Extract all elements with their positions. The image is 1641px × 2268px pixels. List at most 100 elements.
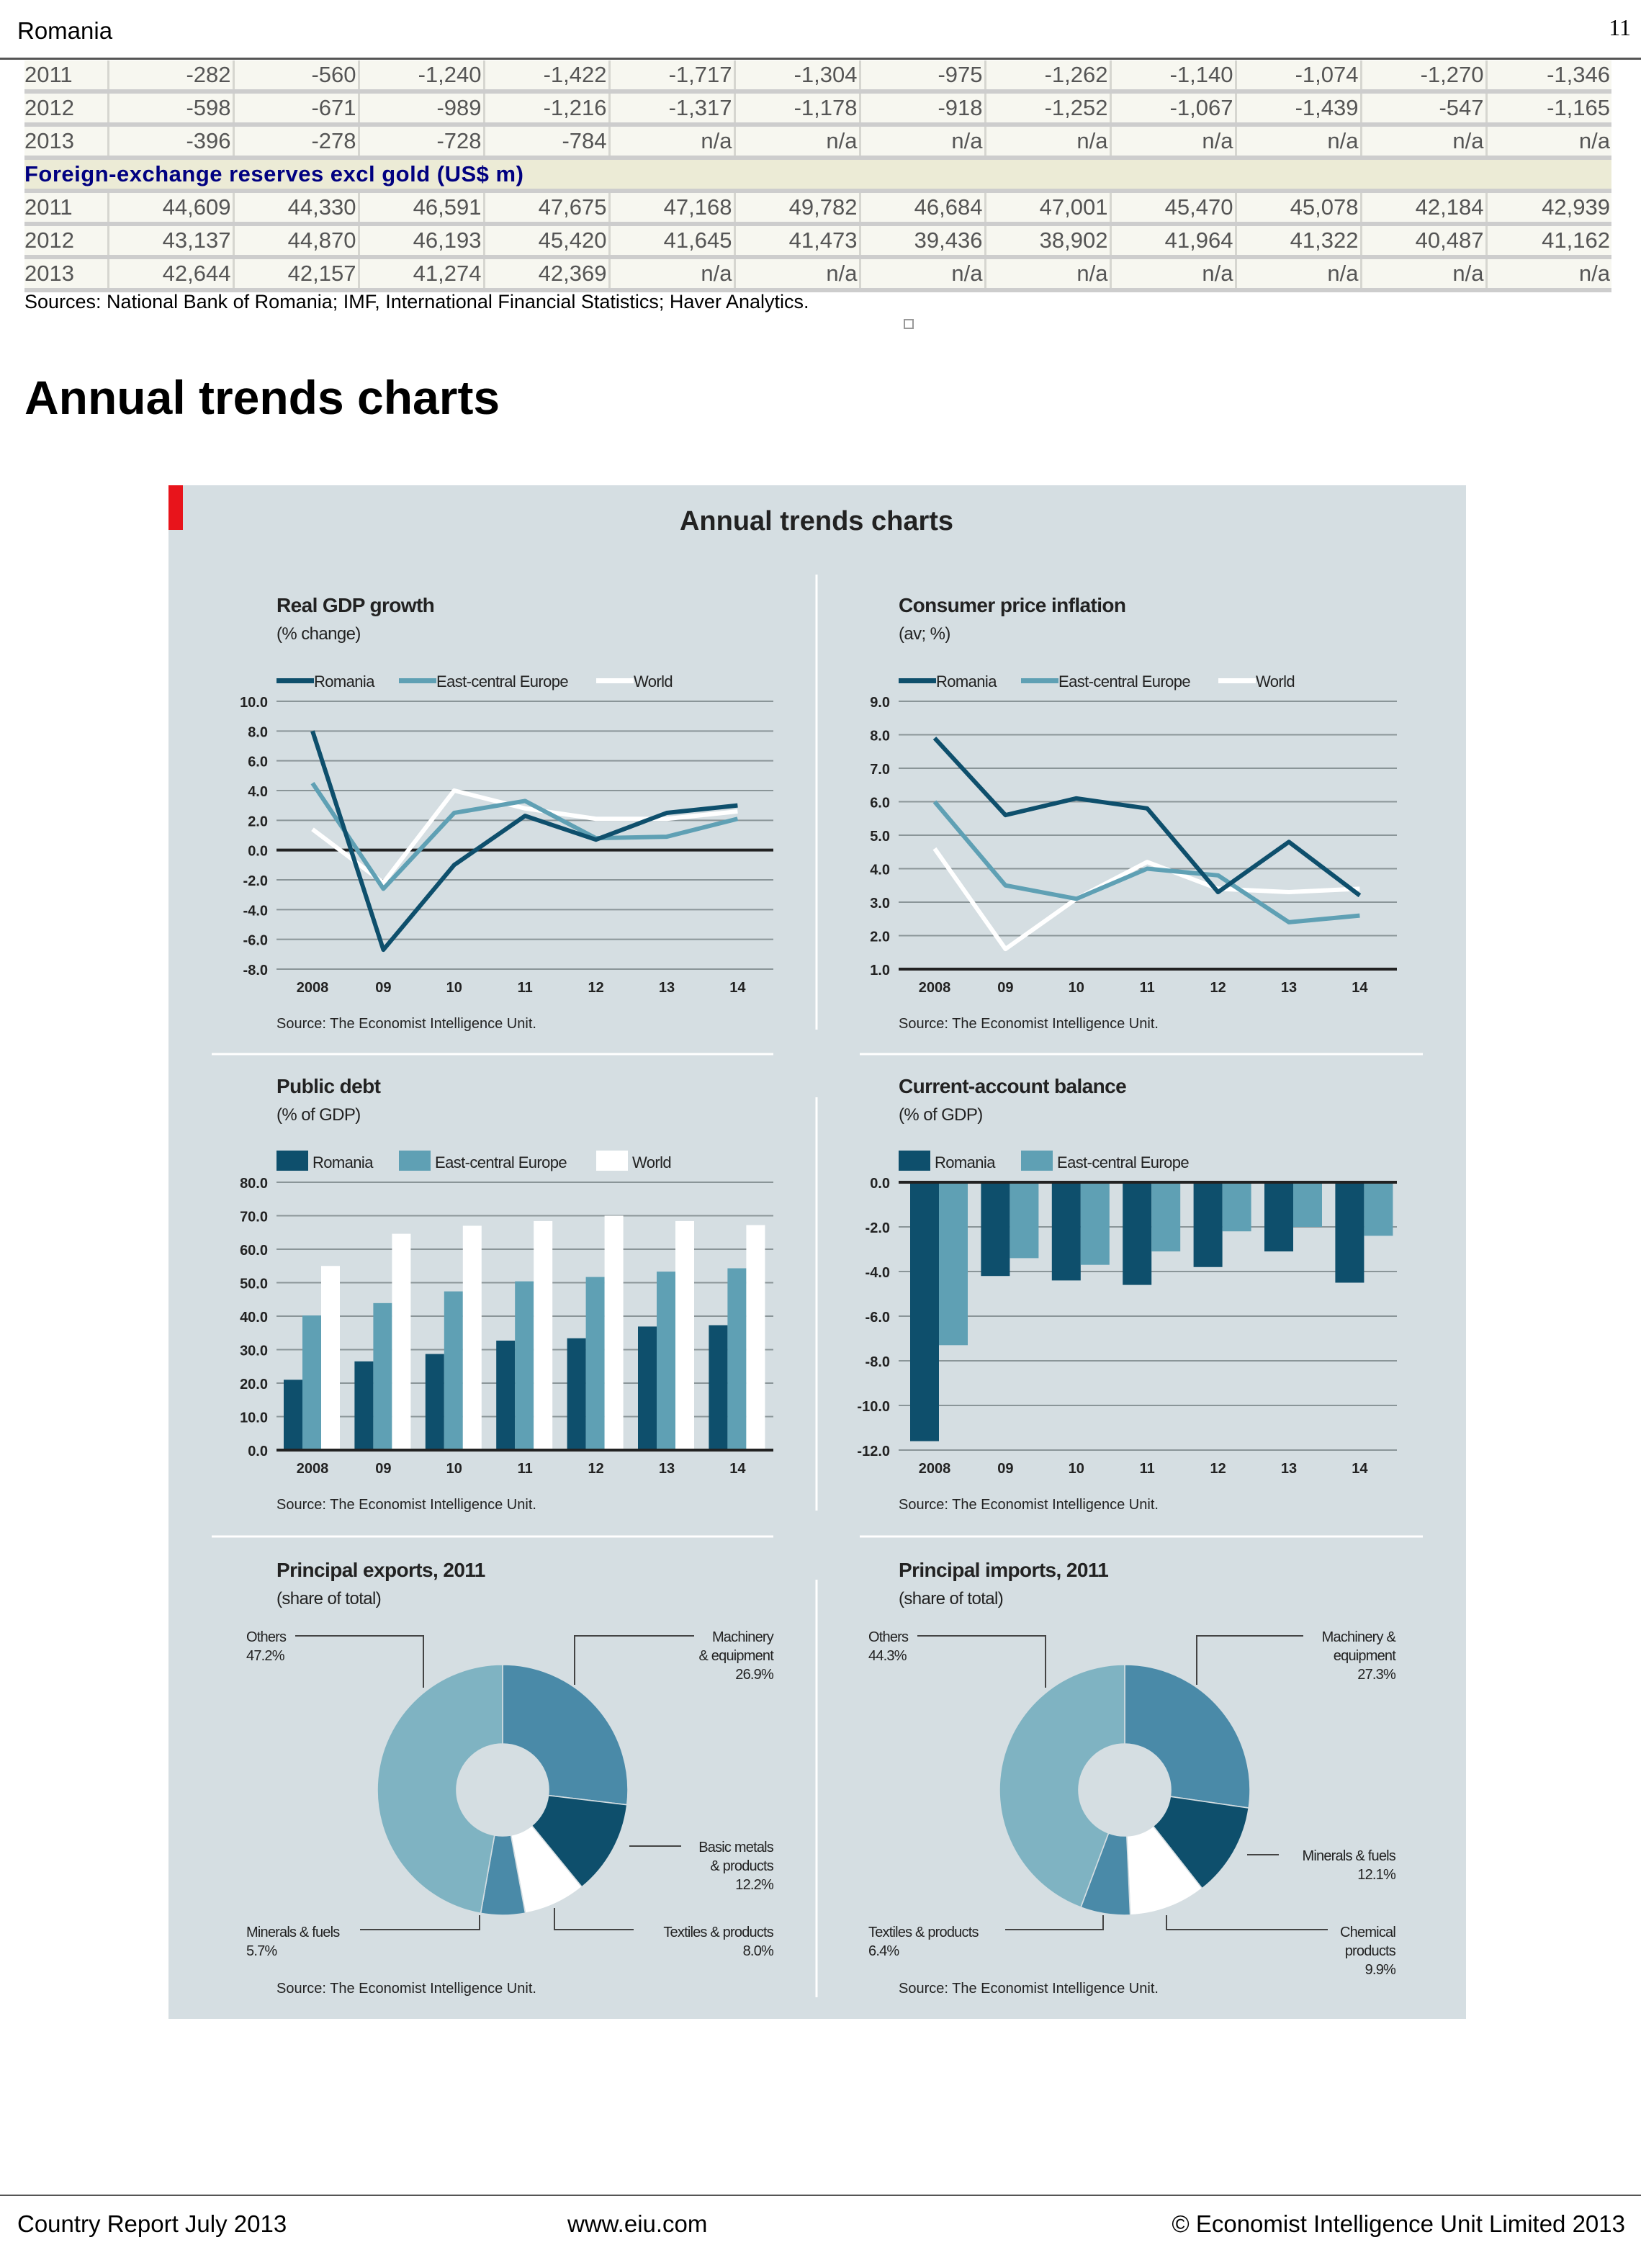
row-year: 2012 (24, 224, 108, 259)
table-cell: -671 (232, 91, 359, 127)
pie-slice (531, 1794, 628, 1888)
y-tick-label: -12.0 (857, 1444, 890, 1459)
table-cell: n/a (608, 257, 734, 292)
leader-line (295, 1635, 424, 1688)
chart-source: Source: The Economist Intelligence Unit. (899, 1016, 1159, 1032)
y-tick-label: 5.0 (870, 829, 890, 845)
annual-trends-figure: Annual trends charts Real GDP growth (% ch… (168, 485, 1466, 2019)
section-title: Annual trends charts (24, 371, 500, 424)
x-tick-label: 09 (997, 980, 1013, 996)
y-tick-label: 70.0 (240, 1210, 268, 1225)
table-cell: n/a (1234, 257, 1361, 292)
y-tick-label: -4.0 (866, 1265, 890, 1281)
bar-world (321, 1266, 340, 1450)
table-cell: -282 (107, 60, 233, 94)
table-cell: -975 (858, 60, 985, 94)
slice-label: equipment (1334, 1648, 1396, 1664)
table-row: 2012 43,137 44,870 46,193 45,420 41,645 41,473… (24, 224, 1611, 259)
table-cell: -1,140 (1109, 60, 1236, 94)
y-tick-label: 0.0 (870, 1176, 890, 1192)
y-tick-label: 10.0 (240, 1410, 268, 1426)
table-cell: 41,964 (1109, 224, 1236, 259)
table-cell: n/a (733, 257, 860, 292)
chart-subtitle: (share of total) (277, 1589, 381, 1608)
table-cell: 45,078 (1234, 191, 1361, 226)
bar-world (462, 1225, 482, 1450)
y-tick-label: 30.0 (240, 1344, 268, 1359)
x-tick-label: 10 (1069, 1461, 1084, 1477)
y-tick-label: 8.0 (870, 729, 890, 744)
y-tick-label: -6.0 (866, 1310, 890, 1326)
slice-value: 5.7% (246, 1943, 277, 1959)
slice-label: Chemical (1340, 1925, 1395, 1940)
leader-line (917, 1635, 1046, 1688)
bar-romania (284, 1380, 302, 1450)
y-tick-label: 6.0 (870, 796, 890, 811)
table-cell: 40,487 (1359, 224, 1486, 259)
table-cell: 46,193 (357, 224, 484, 259)
bar-world (746, 1225, 765, 1450)
chart-title: Public debt (277, 1075, 381, 1097)
y-tick-label: 4.0 (870, 863, 890, 878)
table-cell: -1,074 (1234, 60, 1361, 94)
table-cell: n/a (1485, 257, 1611, 292)
x-tick-label: 13 (659, 980, 675, 996)
y-tick-label: 0.0 (248, 844, 268, 860)
slice-value: 26.9% (735, 1667, 774, 1683)
table-cell: -918 (858, 91, 985, 127)
table-cell: -1,178 (733, 91, 860, 127)
chart-source: Source: The Economist Intelligence Unit. (899, 1981, 1159, 1997)
table-cell: 41,322 (1234, 224, 1361, 259)
chart-source: Source: The Economist Intelligence Unit. (277, 1981, 536, 1997)
chart-subtitle: (% change) (277, 624, 361, 644)
bar-east-central-europe (1151, 1182, 1181, 1252)
bar-east-central-europe (657, 1272, 675, 1450)
header-divider (0, 58, 1641, 60)
pie-slice (1124, 1664, 1251, 1809)
table-cell: -1,270 (1359, 60, 1486, 94)
slice-label: Others (246, 1629, 287, 1645)
table-row: 2011 44,609 44,330 46,591 47,675 47,168 49,782… (24, 191, 1611, 226)
table-cell: -1,252 (984, 91, 1110, 127)
pie-slice (377, 1664, 503, 1914)
bar-romania (709, 1325, 728, 1450)
slice-value: 12.1% (1357, 1867, 1396, 1883)
legend-label: East-central Europe (1058, 672, 1190, 690)
leader-line (1196, 1635, 1303, 1685)
table-cell: n/a (984, 125, 1110, 160)
table-cell: -1,717 (608, 60, 734, 94)
table-cell: 47,675 (482, 191, 609, 226)
y-tick-label: 2.0 (870, 930, 890, 945)
table-cell: -1,262 (984, 60, 1110, 94)
table-row: 2012 -598 -671 -989 -1,216 -1,317 -1,178 -918 -1… (24, 91, 1611, 127)
table-cell: 44,870 (232, 224, 359, 259)
slice-label: & equipment (699, 1648, 775, 1664)
slice-value: 27.3% (1357, 1667, 1396, 1683)
chart-title: Real GDP growth (277, 594, 434, 616)
y-tick-label: 60.0 (240, 1243, 268, 1259)
row-year: 2012 (24, 91, 108, 127)
leader-line (360, 1915, 480, 1930)
bar-east-central-europe (515, 1281, 534, 1450)
bar-east-central-europe (1364, 1182, 1393, 1236)
legend-label: World (634, 672, 673, 690)
x-tick-label: 11 (1140, 1461, 1155, 1477)
legend-label: East-central Europe (436, 672, 568, 690)
x-tick-label: 09 (997, 1461, 1013, 1477)
footer-website-link[interactable]: www.eiu.com (567, 2210, 708, 2237)
row-year: 2013 (24, 257, 108, 292)
bar-world (534, 1220, 553, 1450)
x-tick-label: 09 (375, 980, 391, 996)
chart-subtitle: (% of GDP) (277, 1105, 361, 1125)
table-cell: n/a (984, 257, 1110, 292)
table-cell: -1,422 (482, 60, 609, 94)
table-cell: n/a (1359, 257, 1486, 292)
table-cell: -278 (232, 125, 359, 160)
bar-world (604, 1215, 624, 1450)
table-cell: 44,609 (107, 191, 233, 226)
y-tick-label: 7.0 (870, 762, 890, 778)
y-tick-label: 1.0 (870, 963, 890, 978)
bar-romania (1193, 1182, 1223, 1267)
legend-swatch (399, 1151, 431, 1171)
row-year: 2011 (24, 191, 108, 226)
